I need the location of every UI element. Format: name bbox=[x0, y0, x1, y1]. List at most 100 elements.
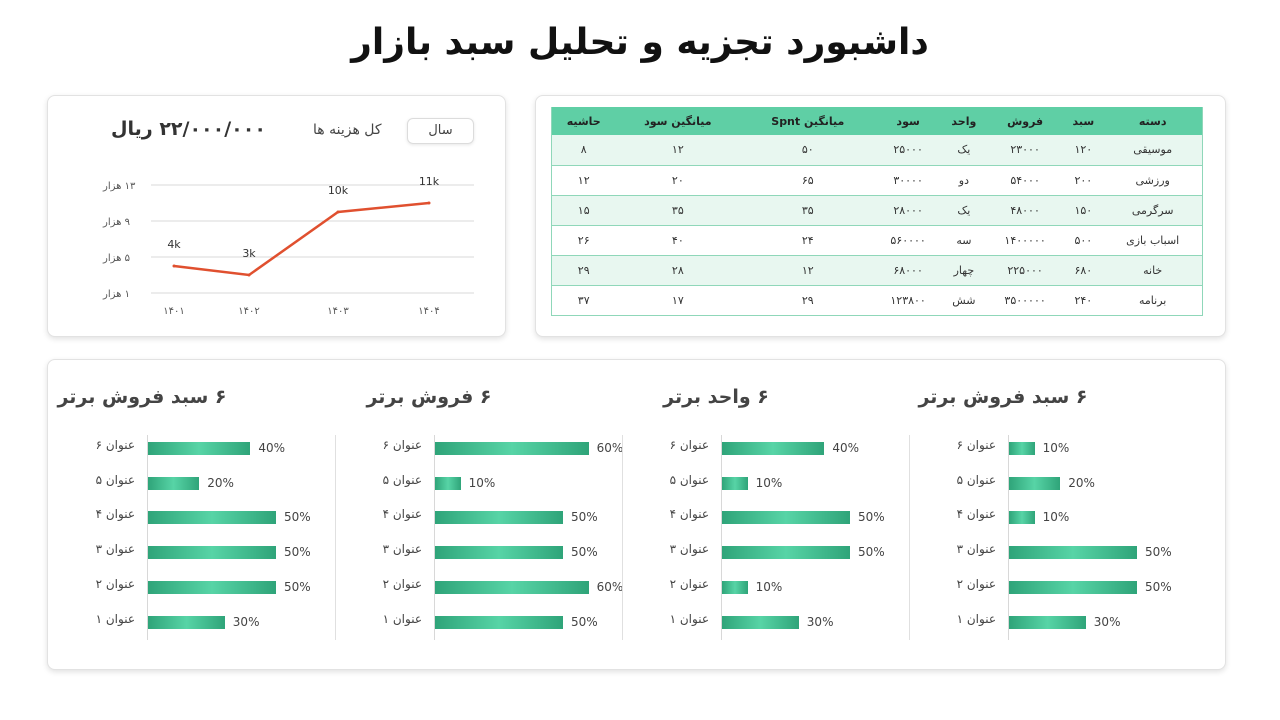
bar bbox=[722, 546, 850, 559]
bar-value-label: 50% bbox=[284, 580, 311, 594]
bar-value-label: 50% bbox=[284, 510, 311, 524]
table-cell: ۳۷ bbox=[551, 285, 616, 316]
table-cell: ورزشی bbox=[1103, 165, 1203, 196]
data-label: 10k bbox=[328, 184, 349, 197]
x-tick-label: ۱۴۰۳ bbox=[327, 306, 349, 317]
table-cell: شش bbox=[940, 285, 987, 316]
bar bbox=[722, 616, 799, 629]
bar bbox=[435, 546, 563, 559]
bar-value-label: 50% bbox=[1145, 545, 1172, 559]
bar bbox=[1009, 581, 1137, 594]
bar bbox=[148, 511, 276, 524]
table-cell: ۶۸۰ bbox=[1063, 255, 1104, 286]
table-cell: چهار bbox=[940, 255, 987, 286]
table-cell: یک bbox=[940, 195, 987, 226]
bar-axis-line bbox=[1008, 435, 1009, 640]
group-divider bbox=[622, 435, 623, 640]
group-divider bbox=[909, 435, 910, 640]
table-cell: ۱۲ bbox=[740, 255, 876, 286]
expenses-line-chart: ۱ هزار ۵ هزار ۹ هزار ۱۳ هزار ۱۴۰۱ ۱۴۰۲ ۱۴۰۳ ۱۴۰… bbox=[102, 175, 474, 317]
table-header-row: دسته سبد فروش واحد سود میانگین Spnt میانگین سو… bbox=[551, 107, 1203, 135]
top-six-card: ۶ سبد فروش برتر عنوان ۶ 10% عنوان ۵ 20% عنوان… bbox=[47, 359, 1226, 670]
x-tick-label: ۱۴۰۱ bbox=[163, 306, 184, 317]
bar bbox=[1009, 511, 1035, 524]
table-cell: خانه bbox=[1103, 255, 1203, 286]
year-select[interactable]: سال bbox=[407, 118, 474, 144]
bar-value-label: 50% bbox=[858, 510, 885, 524]
data-point bbox=[172, 264, 176, 268]
table-cell: اسباب بازی bbox=[1103, 225, 1203, 256]
column-header: سود bbox=[875, 107, 941, 135]
column-header: میانگین Spnt bbox=[740, 107, 876, 135]
bar-value-label: 50% bbox=[571, 615, 598, 629]
table-cell: ۱۲۰ bbox=[1063, 135, 1104, 166]
bar-group-title: ۶ سبد فروش برتر bbox=[918, 386, 1088, 408]
bar-group-title: ۶ فروش برتر bbox=[366, 386, 492, 408]
table-row: ورزشی ۲۰۰ ۵۴۰۰۰ دو ۳۰۰۰۰ ۶۵ ۲۰ ۱۲ bbox=[551, 165, 1203, 196]
table-cell: ۲۳۰۰۰ bbox=[986, 135, 1064, 166]
bar-category-label: عنوان ۳ bbox=[95, 542, 135, 556]
table-cell: موسیقی bbox=[1103, 135, 1203, 166]
bar bbox=[148, 616, 225, 629]
y-tick-label: ۱۳ هزار bbox=[102, 181, 136, 192]
data-label: 3k bbox=[242, 247, 256, 260]
bar-category-label: عنوان ۵ bbox=[956, 473, 996, 487]
column-header: سبد bbox=[1063, 107, 1104, 135]
bar-category-label: عنوان ۱ bbox=[95, 612, 135, 626]
table-cell: ۴۰ bbox=[615, 225, 741, 256]
table-cell: ۲۴۰ bbox=[1063, 285, 1104, 316]
table-cell: یک bbox=[940, 135, 987, 166]
bar-category-label: عنوان ۱ bbox=[382, 612, 422, 626]
table-cell: ۲۰۰ bbox=[1063, 165, 1104, 196]
bar-value-label: 60% bbox=[596, 580, 624, 594]
bar bbox=[435, 616, 563, 629]
bar bbox=[435, 581, 589, 594]
total-amount: ۲۲/۰۰۰/۰۰۰ ریال bbox=[111, 118, 266, 140]
column-header: دسته bbox=[1103, 107, 1203, 135]
bar-category-label: عنوان ۳ bbox=[669, 542, 709, 556]
bar bbox=[722, 581, 748, 594]
bar-category-label: عنوان ۲ bbox=[669, 577, 709, 591]
bar bbox=[435, 477, 461, 490]
bar-axis-line bbox=[721, 435, 722, 640]
y-tick-label: ۹ هزار bbox=[102, 217, 130, 228]
table-row: موسیقی ۱۲۰ ۲۳۰۰۰ یک ۲۵۰۰۰ ۵۰ ۱۲ ۸ bbox=[551, 135, 1203, 166]
bar-category-label: عنوان ۲ bbox=[956, 577, 996, 591]
table-cell: ۳۰۰۰۰ bbox=[875, 165, 941, 196]
table-row: برنامه ۲۴۰ ۳۵۰۰۰۰۰ شش ۱۲۳۸۰۰ ۲۹ ۱۷ ۳۷ bbox=[551, 285, 1203, 316]
table-cell: ۵۶۰۰۰۰ bbox=[875, 225, 941, 256]
bar bbox=[1009, 477, 1061, 490]
table-cell: ۱۵ bbox=[551, 195, 616, 226]
bar-group-title: ۶ سبد فروش برتر bbox=[57, 386, 227, 408]
bar-value-label: 10% bbox=[1042, 510, 1070, 524]
bar-value-label: 10% bbox=[755, 580, 783, 594]
group-divider bbox=[335, 435, 336, 640]
bar-category-label: عنوان ۳ bbox=[956, 542, 996, 556]
bar-category-label: عنوان ۴ bbox=[956, 507, 996, 521]
category-table: دسته سبد فروش واحد سود میانگین Spnt میانگین سو… bbox=[551, 107, 1203, 316]
table-cell: ۳۵ bbox=[615, 195, 741, 226]
table-row: سرگرمی ۱۵۰ ۴۸۰۰۰ یک ۲۸۰۰۰ ۳۵ ۳۵ ۱۵ bbox=[551, 195, 1203, 226]
bar-value-label: 10% bbox=[1042, 441, 1070, 455]
bar bbox=[435, 442, 589, 455]
bar-category-label: عنوان ۵ bbox=[95, 473, 135, 487]
y-tick-label: ۵ هزار bbox=[102, 253, 130, 264]
table-cell: برنامه bbox=[1103, 285, 1203, 316]
page-title: داشبورد تجزیه و تحلیل سبد بازار bbox=[351, 22, 929, 63]
table-cell: ۸ bbox=[551, 135, 616, 166]
table-cell: ۱۷ bbox=[615, 285, 741, 316]
data-point bbox=[247, 273, 251, 277]
bar-value-label: 10% bbox=[468, 476, 496, 490]
table-cell: ۵۴۰۰۰ bbox=[986, 165, 1064, 196]
table-cell: ۳۵ bbox=[740, 195, 876, 226]
bar-category-label: عنوان ۴ bbox=[382, 507, 422, 521]
bar-category-label: عنوان ۲ bbox=[95, 577, 135, 591]
table-cell: ۱۵۰ bbox=[1063, 195, 1104, 226]
bar-group-title: ۶ واحد برتر bbox=[663, 386, 769, 408]
table-cell: ۶۵ bbox=[740, 165, 876, 196]
table-cell: ۲۴ bbox=[740, 225, 876, 256]
bar bbox=[435, 511, 563, 524]
bar bbox=[148, 581, 276, 594]
data-point bbox=[427, 201, 431, 205]
table-cell: سرگرمی bbox=[1103, 195, 1203, 226]
